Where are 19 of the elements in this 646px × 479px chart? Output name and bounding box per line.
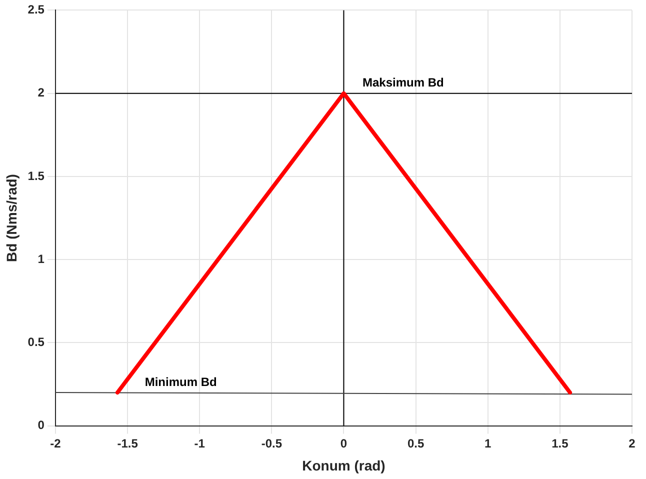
annotation: Minimum Bd bbox=[144, 374, 217, 389]
x-tick-label: 1 bbox=[484, 436, 492, 450]
y-tick-label: 2.5 bbox=[28, 2, 45, 17]
y-tick-label: 1 bbox=[38, 252, 45, 266]
x-tick-label: -1 bbox=[194, 436, 206, 450]
y-tick-label: 0.5 bbox=[28, 334, 45, 349]
x-tick-label: 1.5 bbox=[552, 436, 569, 450]
x-tick-label: 0.5 bbox=[407, 436, 424, 450]
x-tick-label: 0 bbox=[340, 436, 348, 450]
x-tick-label: -2 bbox=[50, 436, 62, 450]
y-axis-title: Bd (Nms/rad) bbox=[3, 174, 20, 262]
annotation: Maksimum Bd bbox=[362, 76, 444, 90]
x-tick-label: 2 bbox=[628, 436, 636, 450]
x-axis-title: Konum (rad) bbox=[302, 457, 386, 474]
y-tick-label: 0 bbox=[38, 418, 45, 432]
x-tick-label: -0.5 bbox=[261, 436, 282, 450]
y-tick-label: 2 bbox=[38, 86, 45, 100]
x-tick-label: -1.5 bbox=[117, 436, 138, 450]
y-tick-label: 1.5 bbox=[28, 168, 45, 183]
